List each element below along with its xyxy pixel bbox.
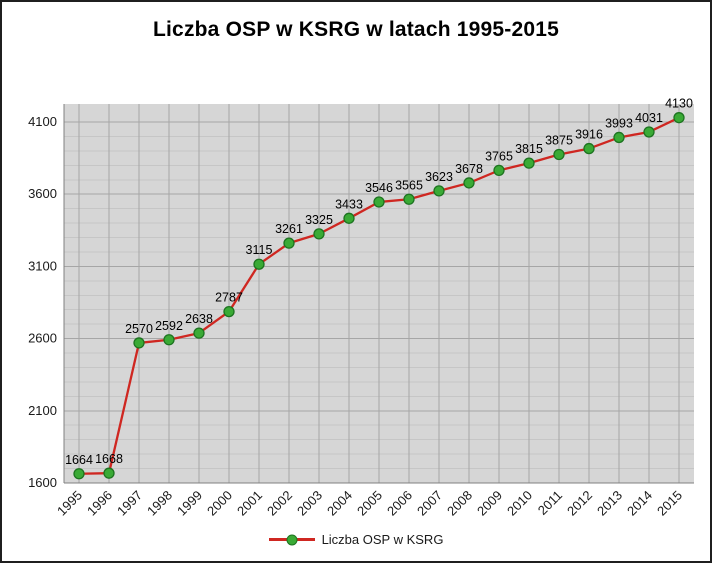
x-tick-label: 1995	[54, 488, 85, 519]
x-tick-label: 2006	[384, 488, 415, 519]
data-label: 3433	[335, 197, 363, 211]
y-tick-label: 2600	[28, 331, 57, 346]
data-label: 3115	[246, 243, 273, 257]
x-tick-label: 1996	[84, 488, 115, 519]
data-point	[163, 334, 175, 346]
data-label: 2592	[155, 319, 183, 333]
data-label: 3815	[515, 142, 543, 156]
data-point	[223, 305, 235, 318]
data-label: 4031	[635, 111, 663, 125]
data-point	[103, 467, 115, 479]
data-point	[673, 112, 685, 124]
data-label: 3993	[605, 116, 633, 130]
legend-marker-icon	[286, 534, 298, 545]
x-tick-label: 1997	[114, 488, 145, 519]
x-tick-label: 2012	[564, 488, 595, 519]
data-point	[193, 327, 205, 339]
data-label: 3916	[575, 128, 603, 142]
data-point	[613, 131, 625, 144]
data-point	[643, 126, 655, 138]
x-tick-label: 1999	[174, 488, 205, 519]
chart-title: Liczba OSP w KSRG w latach 1995-2015	[153, 18, 559, 41]
data-label: 3875	[545, 133, 573, 147]
data-point	[73, 468, 85, 480]
data-label: 3678	[455, 162, 483, 176]
data-label: 3765	[485, 149, 513, 163]
y-tick-label: 3600	[28, 186, 57, 201]
data-point	[133, 337, 145, 349]
data-label: 3546	[365, 181, 393, 195]
data-point	[373, 196, 385, 208]
y-tick-label: 2100	[28, 403, 57, 418]
data-label: 1668	[95, 452, 123, 466]
data-label: 3261	[275, 222, 303, 236]
y-tick-label: 4100	[28, 114, 57, 129]
data-point	[313, 228, 325, 240]
data-point	[403, 193, 415, 205]
y-tick-label: 1600	[28, 475, 57, 490]
x-tick-label: 2011	[535, 488, 565, 518]
data-point	[283, 237, 295, 249]
data-point	[463, 177, 475, 189]
x-tick-label: 2009	[474, 488, 505, 519]
x-tick-label: 2002	[264, 488, 295, 519]
x-tick-label: 2014	[624, 488, 655, 519]
data-point	[523, 157, 535, 169]
x-tick-label: 2015	[654, 488, 685, 519]
data-label: 3325	[305, 213, 333, 227]
x-tick-label: 2010	[504, 488, 535, 519]
legend-line-sample	[268, 534, 315, 545]
data-point	[253, 258, 265, 270]
x-tick-label: 2003	[294, 488, 325, 519]
data-label: 1664	[65, 453, 93, 467]
data-label: 2638	[185, 312, 213, 326]
data-label: 2570	[125, 322, 153, 336]
x-tick-label: 2008	[444, 488, 475, 519]
data-label: 4130	[665, 97, 693, 111]
x-tick-label: 2005	[354, 488, 385, 519]
data-label: 3623	[425, 170, 453, 184]
x-tick-label: 2007	[414, 488, 445, 519]
x-tick-label: 2001	[234, 488, 265, 519]
data-point	[553, 148, 565, 161]
data-point	[583, 142, 595, 155]
x-tick-label: 1998	[144, 488, 175, 519]
x-tick-label: 2004	[324, 488, 355, 519]
data-point	[493, 164, 505, 177]
data-point	[343, 212, 355, 224]
legend: Liczba OSP w KSRG	[2, 532, 710, 547]
legend-label: Liczba OSP w KSRG	[321, 532, 444, 547]
x-tick-label: 2013	[594, 488, 625, 519]
data-label: 2787	[215, 291, 243, 305]
data-label: 3565	[395, 178, 423, 192]
x-tick-label: 2000	[204, 488, 235, 519]
y-tick-label: 3100	[28, 258, 57, 273]
data-point	[433, 185, 445, 197]
